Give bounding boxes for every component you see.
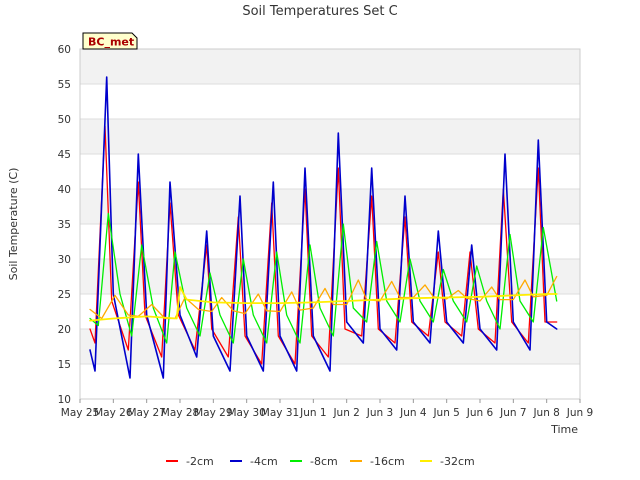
y-tick-label: 45 [58,149,71,161]
x-tick-label: Jun 8 [532,407,559,419]
y-tick-label: 10 [58,394,71,406]
x-tick-label: Jun 4 [399,407,427,419]
y-tick-label: 15 [58,359,71,371]
station-badge-box [82,32,138,50]
station-badge-label: BC_met [88,36,134,49]
legend-label: -32cm [440,455,475,468]
y-tick-label: 60 [58,44,71,56]
series-line-minus-2cm [89,125,558,365]
band-30-35 [80,224,580,259]
legend-label: -2cm [186,455,214,468]
x-tick-label: May 31 [261,407,299,419]
y-tick-label: 55 [58,79,71,91]
y-tick-label: 30 [58,254,71,266]
band-45-50 [80,119,580,154]
y-tick-label: 50 [58,114,71,126]
x-tick-label: Jun 7 [499,407,526,419]
legend-label: -4cm [250,455,278,468]
x-tick-label: Jun 6 [466,407,494,419]
y-tick-label: 35 [58,219,71,231]
y-tick-label: 40 [58,184,71,196]
legend: -2cm -4cm -8cm -16cm -32cm [166,455,475,468]
x-tick-label: May 29 [194,407,232,419]
x-tick-label: Jun 5 [432,407,459,419]
y-axis-label: Soil Temperature (C) [7,168,20,281]
y-tick-label: 20 [58,324,71,336]
y-axis-ticks: 10 15 20 25 30 35 40 45 50 55 60 [58,44,71,406]
station-badge: BC_met [82,32,138,50]
legend-label: -8cm [310,455,338,468]
band-50-55 [80,84,580,119]
x-tick-label: May 28 [161,407,199,419]
band-25-30 [80,259,580,294]
series-line-minus-4cm [89,76,558,379]
series-line-minus-8cm [89,212,558,344]
series-line-minus-32cm [89,286,558,322]
x-tick-label: Jun 9 [566,407,593,419]
x-tick-label: Jun 1 [299,407,326,419]
x-tick-label: May 27 [127,407,165,419]
legend-label: -16cm [370,455,405,468]
plot-frame [79,48,581,400]
x-tick-label: May 26 [94,407,133,419]
chart-title: Soil Temperatures Set C [242,4,397,19]
x-axis-label: Time [550,423,578,436]
band-35-40 [80,189,580,224]
x-tick-label: May 30 [227,407,265,419]
y-tick-label: 25 [58,289,71,301]
x-tick-label: May 25 [61,407,99,419]
x-tick-label: Jun 3 [366,407,393,419]
x-tick-label: Jun 2 [332,407,359,419]
series-lines [89,76,558,379]
band-40-45 [80,154,580,189]
band-55-60 [80,49,580,84]
